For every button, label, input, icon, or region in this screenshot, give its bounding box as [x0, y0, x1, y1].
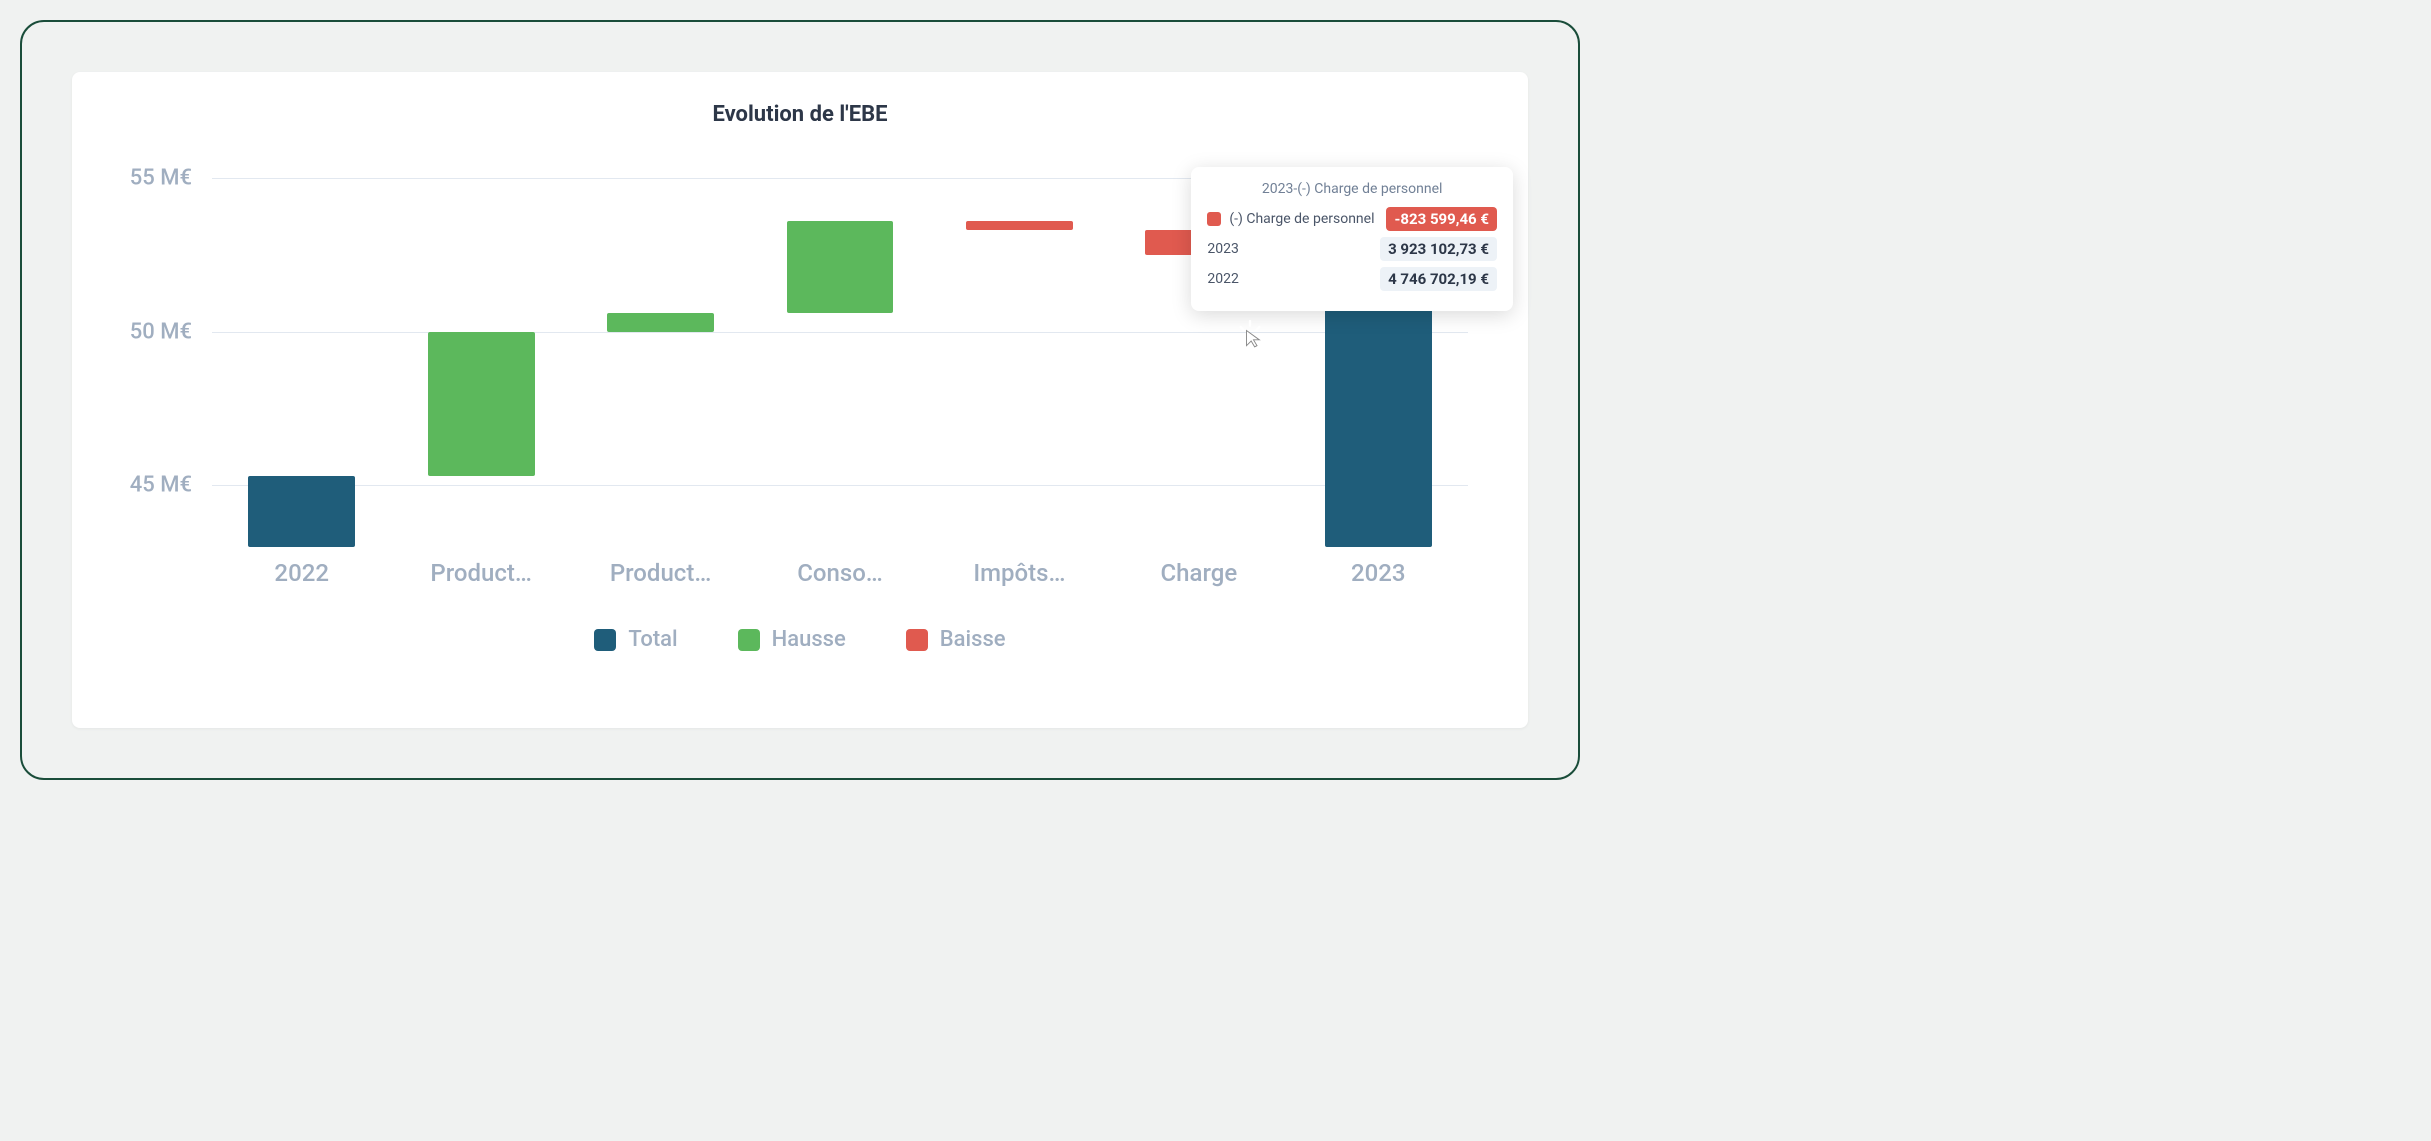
y-tick-label: 55 M€	[130, 165, 192, 190]
legend-item[interactable]: Hausse	[738, 627, 846, 652]
y-tick-label: 45 M€	[130, 473, 192, 498]
tooltip-label: 2023	[1207, 241, 1238, 257]
x-axis-label: Product…	[610, 559, 712, 587]
tooltip-value: 4 746 702,19 €	[1380, 267, 1497, 291]
waterfall-bar[interactable]	[607, 313, 714, 331]
x-axis-label: Impôts…	[973, 559, 1065, 587]
x-axis-label: 2023	[1351, 559, 1406, 587]
x-axis-label: Product…	[430, 559, 532, 587]
waterfall-bar[interactable]	[787, 221, 894, 313]
legend-swatch	[906, 629, 928, 651]
tooltip-swatch	[1207, 212, 1221, 226]
tooltip: 2023-(-) Charge de personnel (-) Charge …	[1191, 167, 1513, 311]
x-axis-label: Conso…	[797, 559, 883, 587]
legend-swatch	[738, 629, 760, 651]
tooltip-value: -823 599,46 €	[1386, 207, 1497, 231]
y-tick-label: 50 M€	[130, 319, 192, 344]
tooltip-row: 2022 4 746 702,19 €	[1207, 267, 1497, 291]
tooltip-label: (-) Charge de personnel	[1229, 211, 1374, 227]
x-axis-label: Charge	[1161, 559, 1238, 587]
waterfall-bar[interactable]	[428, 332, 535, 477]
legend-label: Total	[628, 627, 677, 652]
tooltip-label: 2022	[1207, 271, 1238, 287]
waterfall-bar[interactable]	[248, 476, 355, 547]
legend-label: Hausse	[772, 627, 846, 652]
tooltip-row: 2023 3 923 102,73 €	[1207, 237, 1497, 261]
tooltip-row: (-) Charge de personnel -823 599,46 €	[1207, 207, 1497, 231]
chart-title: Evolution de l'EBE	[112, 102, 1488, 127]
legend-item[interactable]: Total	[594, 627, 677, 652]
x-axis: 2022 Product… Product… Conso… Impôts… Charge 2…	[212, 547, 1468, 597]
x-axis-label: 2022	[274, 559, 329, 587]
legend-swatch	[594, 629, 616, 651]
outer-frame: Evolution de l'EBE 45 M€ 50 M€ 55 M€ 2022 P…	[20, 20, 1580, 780]
legend: Total Hausse Baisse	[112, 627, 1488, 652]
chart-card: Evolution de l'EBE 45 M€ 50 M€ 55 M€ 2022 P…	[72, 72, 1528, 728]
legend-item[interactable]: Baisse	[906, 627, 1006, 652]
gridline	[212, 332, 1468, 333]
legend-label: Baisse	[940, 627, 1006, 652]
y-axis: 45 M€ 50 M€ 55 M€	[112, 147, 202, 547]
waterfall-bar[interactable]	[966, 221, 1073, 230]
gridline	[212, 485, 1468, 486]
tooltip-value: 3 923 102,73 €	[1380, 237, 1497, 261]
tooltip-header: 2023-(-) Charge de personnel	[1207, 181, 1497, 197]
